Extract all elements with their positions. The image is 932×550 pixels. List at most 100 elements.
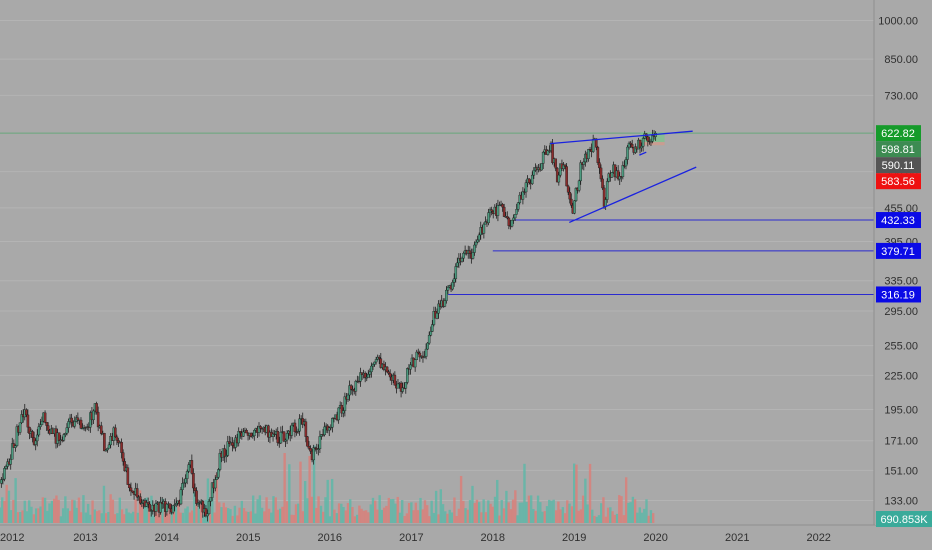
volume-bar <box>138 490 142 523</box>
volume-bar <box>500 500 503 523</box>
position-stop-zone[interactable] <box>640 142 665 146</box>
volume-bar <box>534 510 537 523</box>
candle-up <box>396 383 400 389</box>
candle-up <box>323 426 326 436</box>
lower-wedge-trendline[interactable] <box>569 166 697 224</box>
candle-up <box>106 447 109 451</box>
candle-up <box>209 497 212 502</box>
candle-down <box>43 412 47 423</box>
volume-bar <box>330 478 334 523</box>
volume-bar <box>1 497 4 523</box>
candle-up <box>476 239 479 243</box>
candle-up <box>181 483 184 490</box>
volume-bar <box>16 512 20 523</box>
volume-bar <box>493 496 497 523</box>
candle-down <box>46 425 50 431</box>
volume-bar <box>254 513 257 523</box>
volume-bar <box>570 506 574 523</box>
candle-up <box>279 431 283 444</box>
volume-bar <box>111 499 115 523</box>
candle-down <box>527 178 531 183</box>
candle-up <box>196 503 200 505</box>
candle-up <box>605 181 609 200</box>
volume-bar <box>0 507 2 523</box>
volume-bar <box>93 509 97 523</box>
candle-up <box>107 444 111 449</box>
volume-bar <box>292 514 295 523</box>
volume-bar <box>353 516 357 523</box>
volume-bar <box>487 500 490 523</box>
volume-bar <box>573 463 576 523</box>
volume-bar <box>260 507 264 523</box>
candle-up <box>498 204 501 207</box>
volume-bar <box>369 504 372 523</box>
volume-tag <box>876 511 932 527</box>
candle-down <box>377 356 381 359</box>
upper-wedge-trendline[interactable] <box>550 130 693 145</box>
candle-up <box>67 421 70 428</box>
candle-down <box>95 403 98 413</box>
volume-bar <box>25 511 29 523</box>
candle-down <box>117 440 120 444</box>
volume-bar <box>380 509 384 523</box>
volume-bar <box>113 514 117 523</box>
volume-bar <box>7 490 11 523</box>
candle-down <box>566 185 570 193</box>
volume-bar <box>444 511 447 523</box>
short-trendline[interactable] <box>639 151 647 156</box>
volume-bar <box>53 498 56 523</box>
volume-bar <box>480 512 483 523</box>
volume-bar <box>439 489 443 523</box>
volume-bar <box>281 506 284 523</box>
candle-up <box>521 191 525 200</box>
trendlines[interactable] <box>550 130 697 224</box>
volume-bar <box>278 508 282 523</box>
volume-bar <box>46 510 49 523</box>
price-tag <box>876 141 921 158</box>
volume-bar <box>613 514 617 523</box>
volume-bar <box>315 507 318 523</box>
volume-bar <box>378 495 381 523</box>
volume-bar <box>437 514 440 523</box>
candle-up <box>413 359 417 368</box>
volume-bar <box>89 514 92 523</box>
volume-bar <box>104 513 108 523</box>
candle-up <box>641 138 645 147</box>
candle-up <box>217 469 220 478</box>
candle-up <box>607 173 611 182</box>
volume-bar <box>263 511 266 523</box>
volume-bar <box>39 506 42 523</box>
volume-bar <box>561 507 565 523</box>
volume-bar <box>394 503 397 523</box>
candle-up <box>185 471 189 479</box>
volume-tag-label: 690.853K <box>880 514 928 526</box>
volume-bar <box>473 502 476 523</box>
candle-up <box>237 431 240 444</box>
candle-down <box>126 467 130 485</box>
candle-up <box>198 502 201 504</box>
candle-down <box>599 167 603 180</box>
price-axis[interactable]: 1000.00850.00730.00530.00455.00395.00335… <box>875 0 932 525</box>
volume-bar <box>622 515 626 523</box>
volume-bar <box>588 463 592 523</box>
time-axis[interactable]: 2012 2013 2014 2015 2016 2017 2018 2019 2020 2021… <box>0 532 831 544</box>
volume-bar <box>272 496 275 523</box>
candle-up <box>640 146 643 149</box>
candle-down <box>31 431 34 438</box>
volume-bar <box>419 497 422 523</box>
volume-bar <box>324 497 327 523</box>
volume-bar <box>30 506 33 523</box>
volume-bar <box>516 515 519 523</box>
candle-down <box>468 250 472 254</box>
candle-down <box>307 446 311 449</box>
candle-down <box>204 508 208 517</box>
candle-up <box>348 385 351 396</box>
candle-down <box>502 206 506 217</box>
volume-bar <box>48 503 51 523</box>
y-tick-label: 171.00 <box>884 436 918 448</box>
candle-up <box>337 407 340 421</box>
volume-bar <box>134 499 137 523</box>
candle-up <box>329 426 333 429</box>
candle-up <box>365 377 369 379</box>
